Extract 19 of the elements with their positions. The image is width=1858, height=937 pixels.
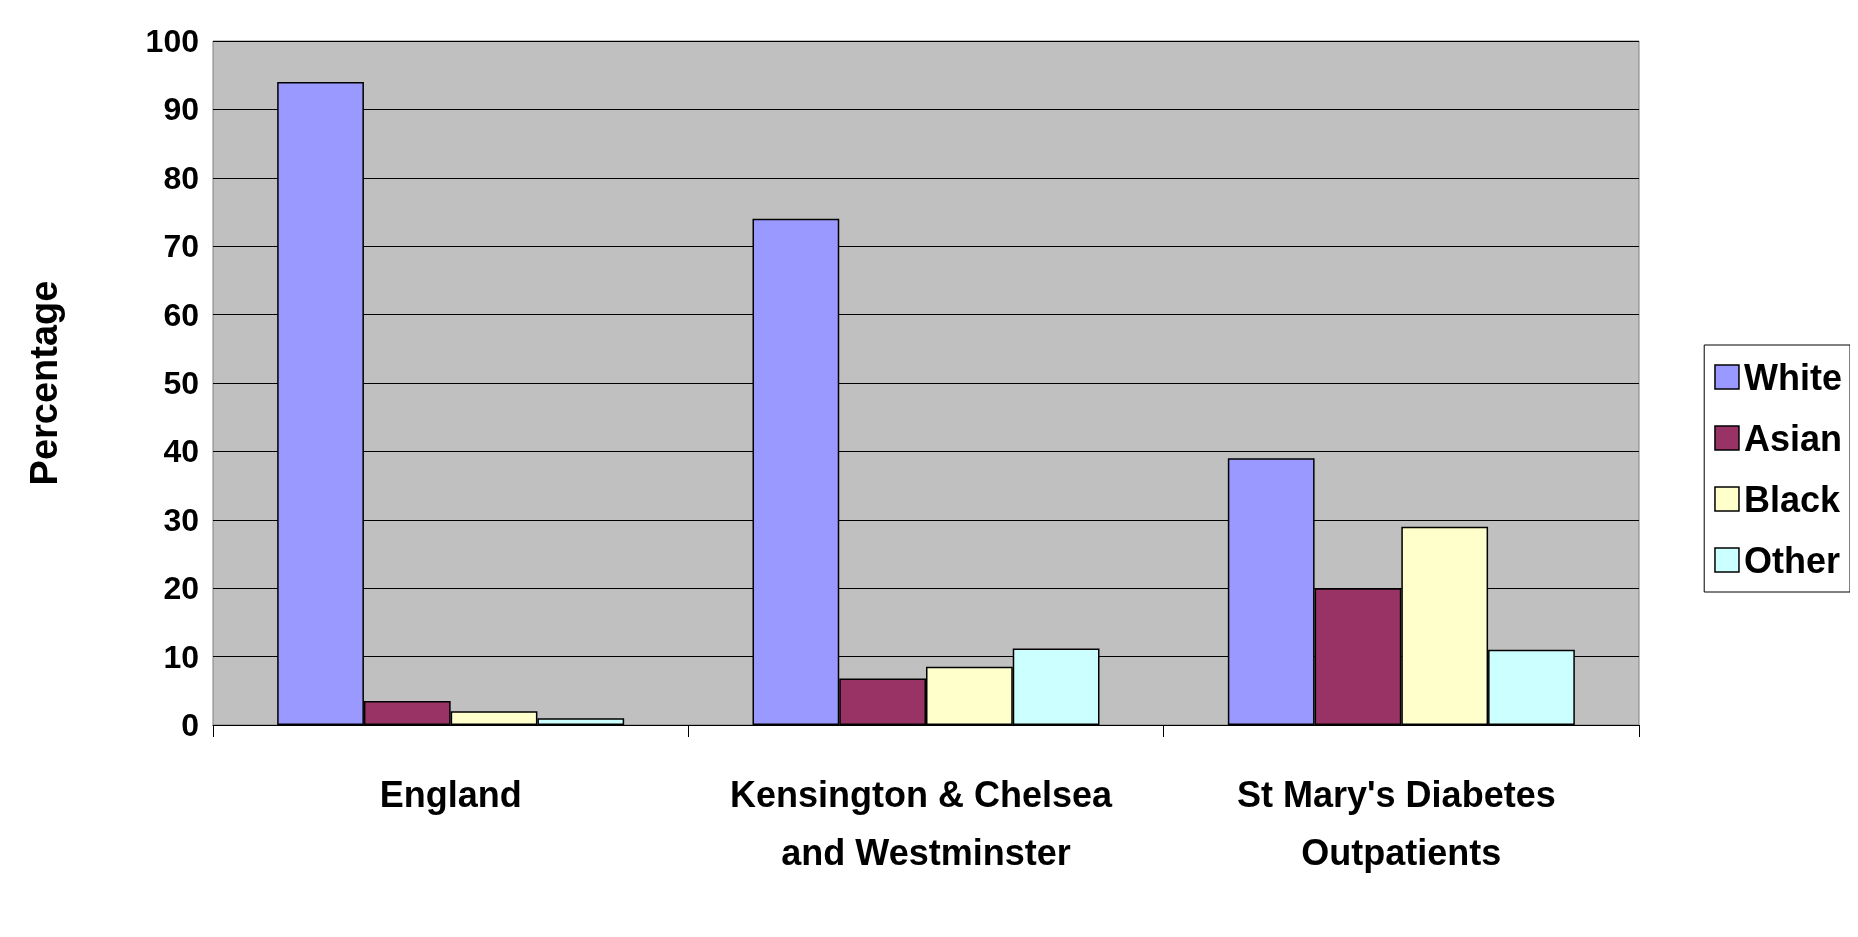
y-tick-label: 70 xyxy=(163,228,199,265)
y-tick-label: 20 xyxy=(163,570,199,607)
legend-label: Other xyxy=(1743,539,1840,581)
y-tick-label: 30 xyxy=(163,501,199,538)
y-tick-label: 60 xyxy=(163,296,199,333)
legend-label: Asian xyxy=(1743,417,1843,459)
x-tick-label: Kensington & Chelsea and Westminster xyxy=(729,773,1123,873)
x-tick-label: England xyxy=(379,773,522,815)
legend-label: White xyxy=(1743,356,1842,398)
y-tick-label: 0 xyxy=(181,707,199,743)
y-tick-label: 40 xyxy=(163,433,199,470)
y-tick-label: 80 xyxy=(163,159,199,196)
y-tick-label: 10 xyxy=(163,638,199,675)
y-tick-label: 50 xyxy=(163,365,199,401)
legend-label: Black xyxy=(1743,478,1842,520)
y-axis-title: Percentage xyxy=(23,280,65,486)
x-tick-label: St Mary's Diabetes Outpatients xyxy=(1236,773,1566,873)
y-tick-label: 100 xyxy=(145,23,199,59)
y-tick-label: 90 xyxy=(163,91,199,128)
